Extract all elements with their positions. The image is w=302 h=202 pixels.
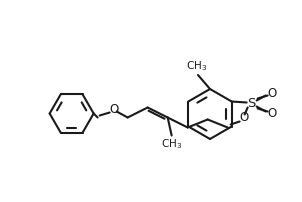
Text: CH$_3$: CH$_3$ xyxy=(161,138,182,151)
Text: O: O xyxy=(268,107,277,120)
Text: O: O xyxy=(109,103,118,116)
Text: CH$_3$: CH$_3$ xyxy=(186,59,207,73)
Text: O: O xyxy=(239,111,248,124)
Text: S: S xyxy=(247,97,256,110)
Text: O: O xyxy=(268,87,277,100)
